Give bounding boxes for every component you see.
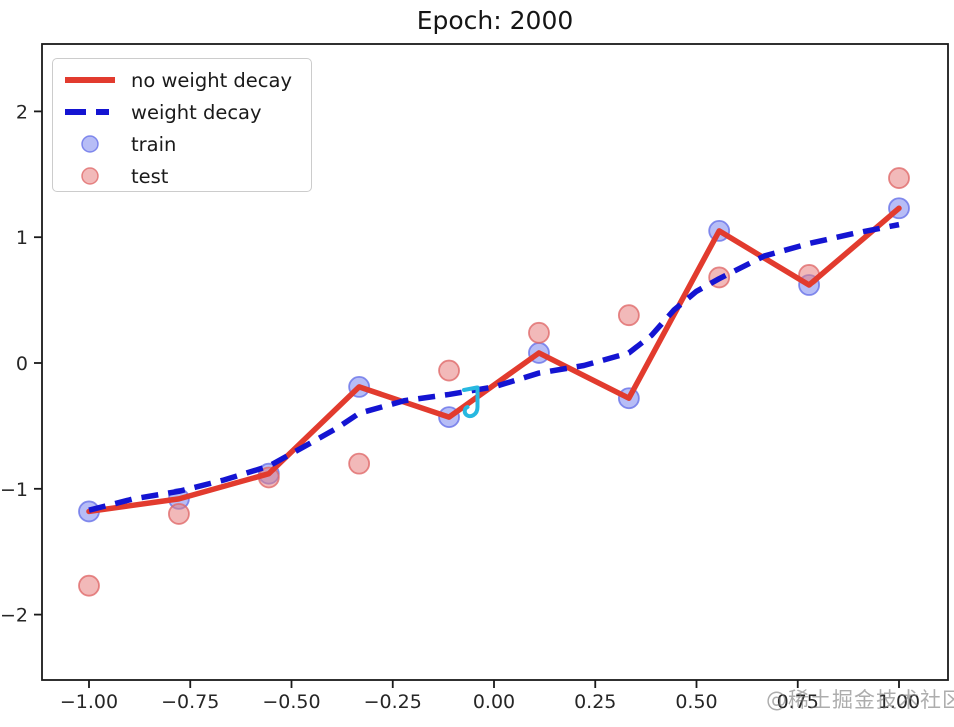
y-tick-label: −2 <box>0 605 28 627</box>
test-marker-swatch-icon <box>81 167 99 185</box>
x-tick-label: −0.75 <box>161 691 219 713</box>
legend: no weight decay weight decay train test <box>52 58 312 192</box>
x-tick-label: 0.75 <box>777 691 819 713</box>
cyan-pen-mark <box>462 385 480 419</box>
y-tick-label: −1 <box>0 479 28 501</box>
legend-label-no-weight-decay: no weight decay <box>131 68 293 92</box>
legend-item-test: test <box>62 160 311 192</box>
x-tick-label: 0.25 <box>574 691 616 713</box>
watermark: @稀土掘金技术社区 <box>766 688 954 712</box>
legend-label-train: train <box>131 132 177 156</box>
x-tick-label: 1.00 <box>878 691 920 713</box>
weight-decay-line <box>88 221 900 513</box>
solid-line-swatch-icon <box>65 77 115 83</box>
chart-title: Epoch: 2000 <box>416 6 574 35</box>
legend-item-weight-decay: weight decay <box>62 96 311 128</box>
y-tick-label: 2 <box>16 101 28 123</box>
test-point <box>78 574 100 597</box>
test-point <box>168 503 190 525</box>
no-weight-decay-line <box>86 205 902 515</box>
x-tick-label: 0.00 <box>473 691 515 713</box>
axes-frame <box>41 43 949 681</box>
test-point <box>888 167 910 189</box>
dashed-line-swatch-icon <box>65 109 115 115</box>
legend-item-no-weight-decay: no weight decay <box>62 64 311 96</box>
test-point <box>528 321 550 344</box>
x-tick-label: −0.25 <box>364 691 422 713</box>
test-point <box>348 452 371 475</box>
y-tick-label: 0 <box>16 353 28 375</box>
x-tick-label: 0.50 <box>675 691 717 713</box>
x-tick-label: −1.00 <box>60 691 118 713</box>
x-tick-label: −0.50 <box>262 691 320 713</box>
legend-label-test: test <box>131 164 169 188</box>
y-tick-label: 1 <box>16 227 28 249</box>
test-point <box>438 359 460 382</box>
legend-label-weight-decay: weight decay <box>131 100 262 124</box>
test-point <box>617 304 640 327</box>
train-marker-swatch-icon <box>81 135 99 153</box>
legend-item-train: train <box>62 128 311 160</box>
